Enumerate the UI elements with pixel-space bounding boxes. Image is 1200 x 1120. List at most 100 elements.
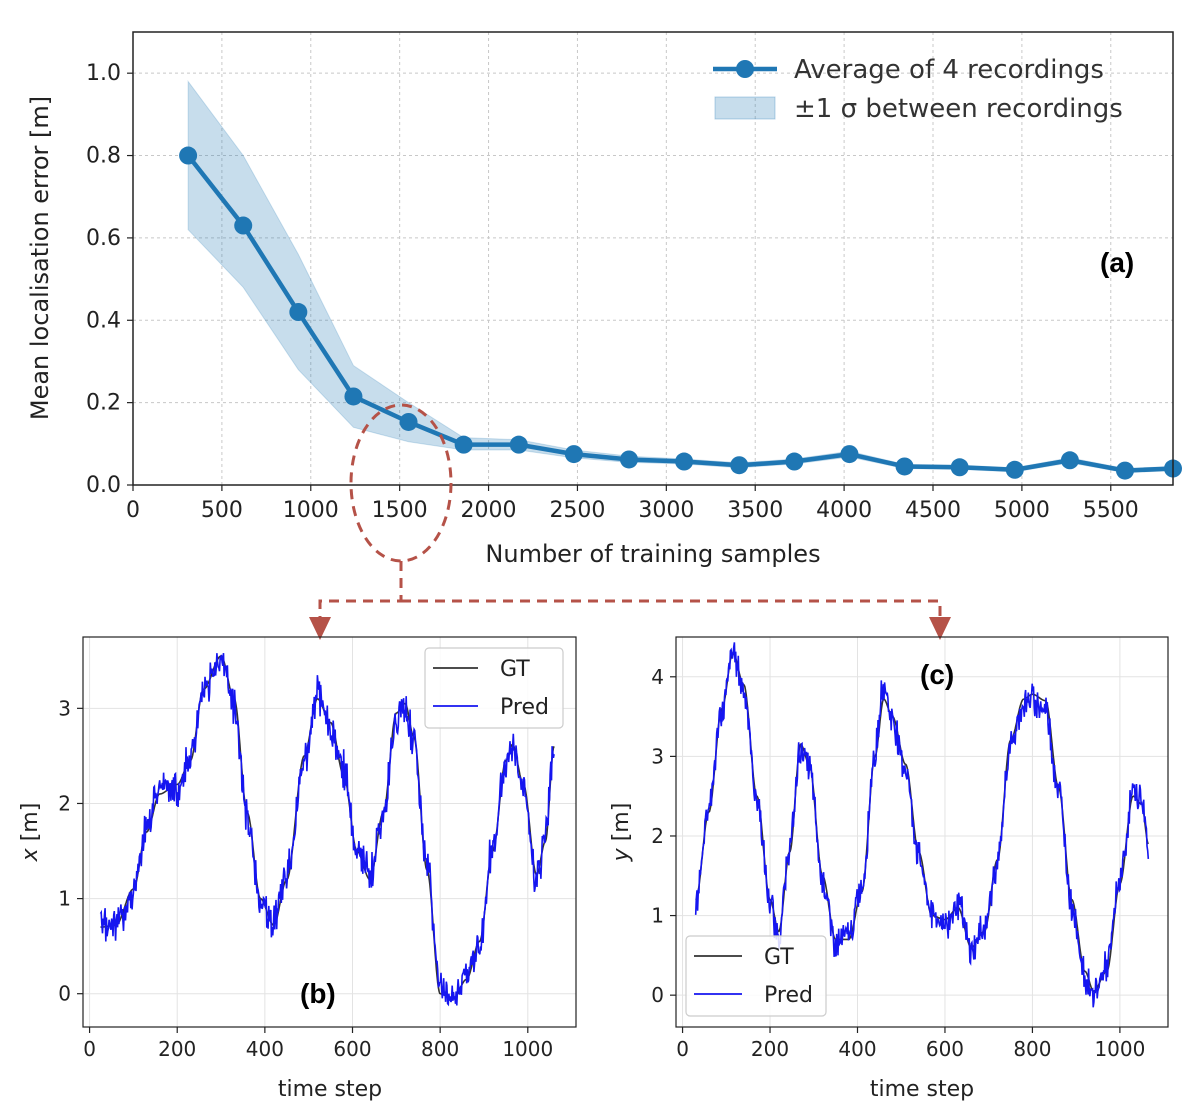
x-tick-label: 0 <box>83 1037 96 1061</box>
x-tick-label: 4500 <box>905 498 961 523</box>
x-tick-label: 600 <box>926 1037 964 1061</box>
data-point <box>730 456 749 475</box>
legend-label-gt-c: GT <box>764 945 794 970</box>
data-point <box>895 457 914 476</box>
panel-label-b: (b) <box>300 978 336 1009</box>
y-axis-var-c: y <box>609 847 634 862</box>
y-tick-label: 1 <box>651 904 664 928</box>
y-tick-label: 0.4 <box>86 308 121 333</box>
chart-a: 0 500 1000 1500 2000 2500 3000 3500 4000 4500 5000… <box>26 31 1182 568</box>
data-point <box>620 450 638 469</box>
x-tick-label: 0 <box>126 498 140 523</box>
data-point <box>509 435 528 454</box>
y-axis-label-b: x [m] <box>18 803 43 863</box>
x-tick-label: 2500 <box>549 498 605 523</box>
data-point <box>1060 451 1079 470</box>
data-point <box>344 387 363 406</box>
x-tick-label: 0 <box>676 1037 689 1061</box>
y-tick-label: 0.2 <box>86 391 121 416</box>
x-tick-label: 600 <box>333 1037 371 1061</box>
y-tick-label: 2 <box>651 824 664 848</box>
y-axis-label-c: y [m] <box>609 803 634 863</box>
data-point <box>234 216 253 235</box>
data-point <box>454 435 473 454</box>
y-tick-label: 0.8 <box>86 144 121 169</box>
y-tick-label: 0.6 <box>86 226 121 251</box>
data-point <box>840 445 859 464</box>
std-band-a <box>187 79 1174 474</box>
y-tick-label: 3 <box>58 696 71 720</box>
x-tick-label: 1000 <box>502 1037 553 1061</box>
axes-frame-c <box>675 636 1169 1028</box>
zoom-connector <box>309 403 951 640</box>
legend-label-pred-c: Pred <box>764 983 813 1008</box>
axes-frame-a <box>132 31 1174 486</box>
x-tick-label: 800 <box>1013 1037 1051 1061</box>
arrowhead-b <box>309 617 331 640</box>
y-ticks-c: 0 1 2 3 4 <box>651 665 676 1007</box>
x-tick-label: 200 <box>158 1037 196 1061</box>
x-tick-label: 1000 <box>1094 1037 1145 1061</box>
highlight-ellipse <box>349 403 453 563</box>
x-ticks-b: 0 200 400 600 800 1000 <box>83 1027 553 1061</box>
mean-line-a <box>186 154 1174 473</box>
x-tick-label: 4000 <box>816 498 872 523</box>
y-axis-unit-b: [m] <box>18 803 43 849</box>
data-point <box>950 458 969 477</box>
x-tick-label: 3500 <box>727 498 783 523</box>
legend-marker-mean <box>736 60 754 78</box>
y-ticks-a: 0.0 0.2 0.4 0.6 0.8 1.0 <box>86 61 133 498</box>
x-tick-label: 5500 <box>1083 498 1139 523</box>
legend-c: GT Pred <box>685 935 827 1017</box>
data-point <box>564 445 583 464</box>
data-points-a <box>179 146 1182 480</box>
y-tick-label: 3 <box>651 744 664 768</box>
x-tick-label: 1500 <box>372 498 428 523</box>
y-axis-label-a: Mean localisation error [m] <box>26 96 54 420</box>
data-point <box>399 412 418 431</box>
y-tick-label: 0 <box>58 982 71 1006</box>
x-tick-label: 1000 <box>283 498 339 523</box>
y-tick-label: 0.0 <box>86 473 121 498</box>
legend-a: Average of 4 recordings ±1 σ between rec… <box>713 55 1123 124</box>
grid-c <box>676 637 1168 1027</box>
pred-line-c <box>694 642 1150 1008</box>
x-axis-label-a: Number of training samples <box>485 540 820 568</box>
x-tick-label: 400 <box>246 1037 284 1061</box>
y-tick-label: 0 <box>651 983 664 1007</box>
data-point <box>675 452 694 471</box>
y-tick-label: 1 <box>58 887 71 911</box>
legend-patch-std <box>714 96 776 120</box>
axes-frame-b <box>82 636 577 1028</box>
x-tick-label: 800 <box>421 1037 459 1061</box>
data-point <box>289 303 308 322</box>
legend-label-gt-b: GT <box>500 657 530 682</box>
x-tick-label: 200 <box>751 1037 789 1061</box>
x-axis-label-b: time step <box>278 1077 382 1102</box>
x-tick-label: 5000 <box>994 498 1050 523</box>
legend-label-pred-b: Pred <box>500 695 549 720</box>
legend-label-mean: Average of 4 recordings <box>794 55 1104 85</box>
x-ticks-c: 0 200 400 600 800 1000 <box>676 1027 1145 1061</box>
y-axis-unit-c: [m] <box>609 803 634 849</box>
x-tick-label: 2000 <box>461 498 517 523</box>
x-axis-label-c: time step <box>870 1077 974 1102</box>
panel-label-c: (c) <box>920 659 954 690</box>
legend-b: GT Pred <box>424 647 564 729</box>
y-tick-label: 4 <box>651 665 664 689</box>
chart-b: 0 200 400 600 800 1000 0 1 2 3 time step x [m] G… <box>18 636 577 1102</box>
data-point <box>1005 460 1024 479</box>
x-tick-label: 500 <box>201 498 243 523</box>
panel-label-a: (a) <box>1100 247 1134 278</box>
pred-line-b <box>99 653 555 1007</box>
data-point <box>785 452 804 471</box>
y-tick-label: 2 <box>58 791 71 815</box>
x-tick-label: 400 <box>838 1037 876 1061</box>
legend-label-std: ±1 σ between recordings <box>794 94 1123 124</box>
connector-lines <box>318 561 942 622</box>
y-ticks-b: 0 1 2 3 <box>58 696 83 1006</box>
arrowhead-c <box>929 617 951 640</box>
x-ticks-a: 0 500 1000 1500 2000 2500 3000 3500 4000 4500 5000… <box>126 485 1139 523</box>
